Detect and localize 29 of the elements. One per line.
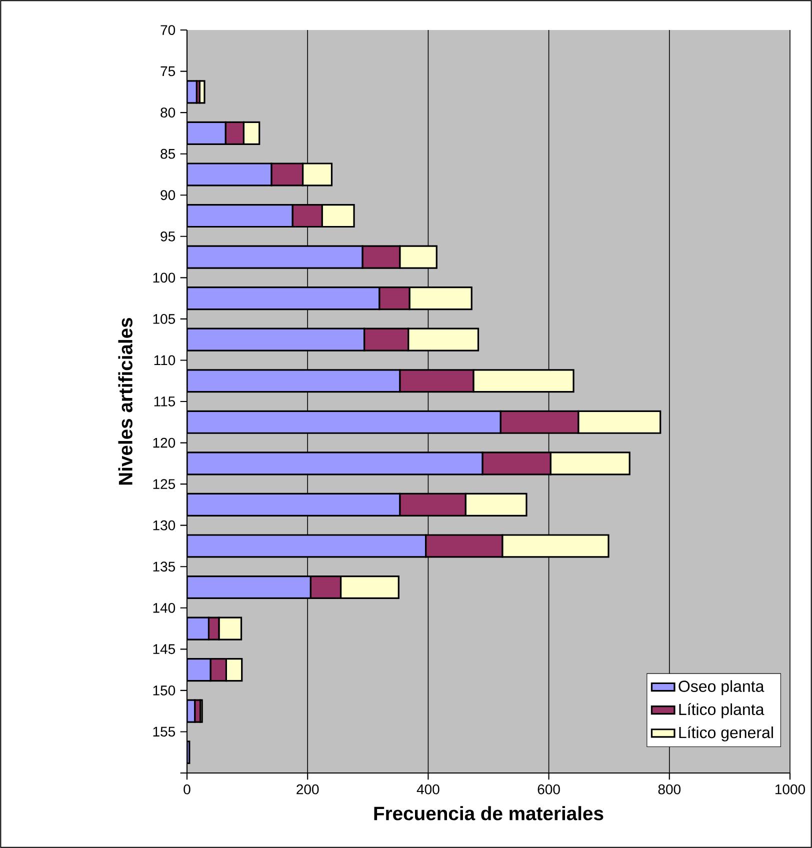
y-tick-label: 110 (154, 355, 176, 366)
x-tick-label: 800 (658, 784, 681, 794)
y-tick-label: 70 (160, 25, 176, 35)
y-axis-title: Niveles artificiales (118, 318, 132, 485)
legend-label: Lítico general (679, 726, 773, 742)
x-tick-label: 1000 (775, 784, 806, 794)
y-tick-label: 150 (153, 686, 176, 696)
y-tick-label: 100 (153, 272, 176, 283)
y-tick-label: 135 (153, 562, 176, 572)
legend-label: Lítico planta (679, 703, 764, 718)
y-tick-label: 90 (160, 190, 176, 200)
y-tick-label: 95 (160, 231, 176, 242)
y-tick-label: 115 (154, 396, 176, 406)
x-tick-label: 600 (538, 784, 560, 794)
y-tick-label: 130 (153, 520, 176, 530)
y-tick-label: 85 (160, 148, 176, 159)
y-tick-label: 125 (153, 479, 176, 490)
y-tick-label: 140 (153, 602, 176, 613)
x-tick-label: 0 (184, 784, 190, 794)
x-tick-label: 200 (296, 784, 319, 794)
y-tick-label: 155 (153, 726, 176, 737)
y-tick-label: 120 (153, 438, 176, 448)
x-tick-label: 400 (416, 784, 440, 794)
y-tick-label: 80 (160, 108, 176, 118)
y-tick-label: 105 (153, 314, 176, 324)
y-tick-label: 75 (160, 66, 176, 76)
y-tick-label: 145 (153, 644, 176, 654)
x-axis-title: Frecuencia de materiales (374, 806, 604, 820)
legend-label: Oseo planta (678, 680, 764, 696)
